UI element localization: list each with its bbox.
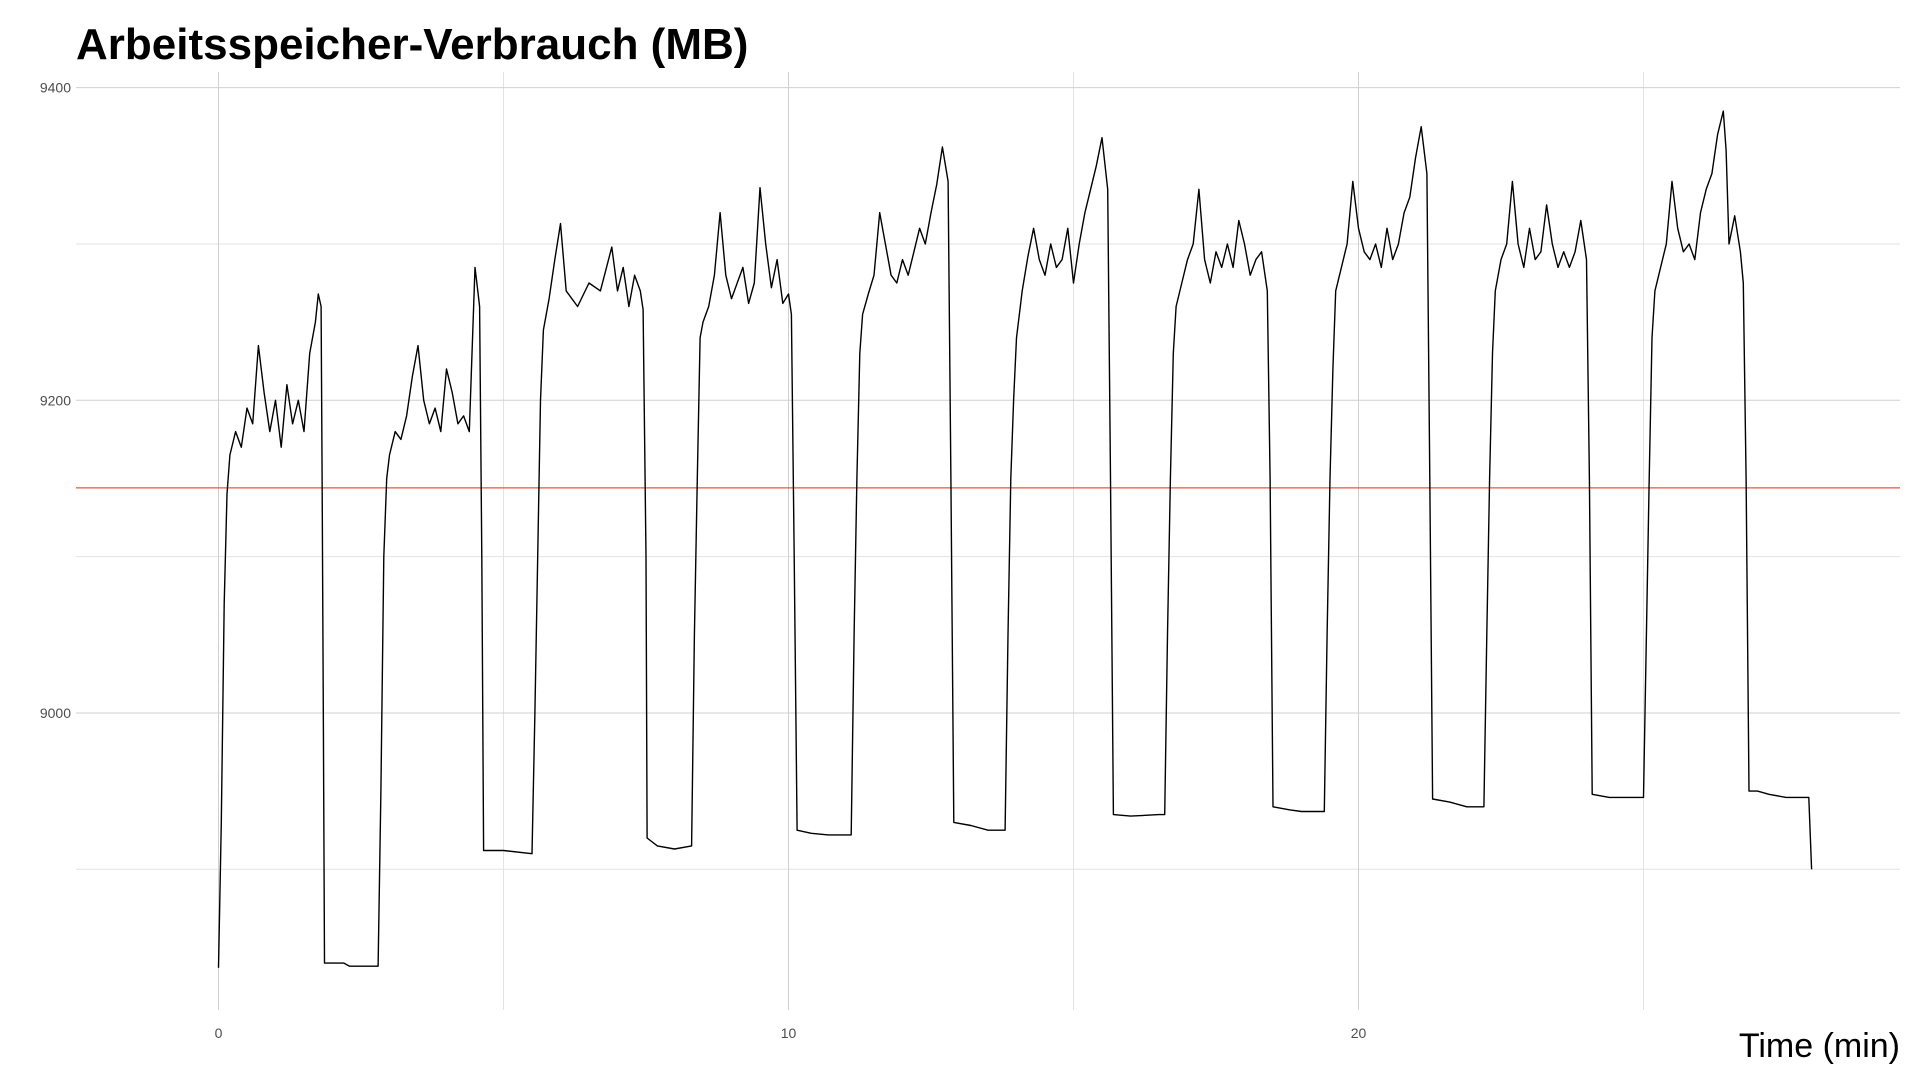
x-tick-label: 10: [781, 1025, 797, 1041]
series-line: [217, 110, 1813, 968]
y-tick-label: 9200: [40, 392, 71, 408]
series-group: [217, 110, 1813, 968]
y-tick-label: 9400: [40, 80, 71, 96]
x-tick-label: 20: [1351, 1025, 1367, 1041]
y-tick-label: 9000: [40, 705, 71, 721]
x-axis-title: Time (min): [1739, 1027, 1900, 1065]
grid-lines: [76, 72, 1900, 1010]
tick-labels: 9000 9200 9400 0 10 20: [40, 80, 1367, 1041]
x-tick-label: 0: [215, 1025, 223, 1041]
chart-title: Arbeitsspeicher-Verbrauch (MB): [76, 20, 749, 69]
